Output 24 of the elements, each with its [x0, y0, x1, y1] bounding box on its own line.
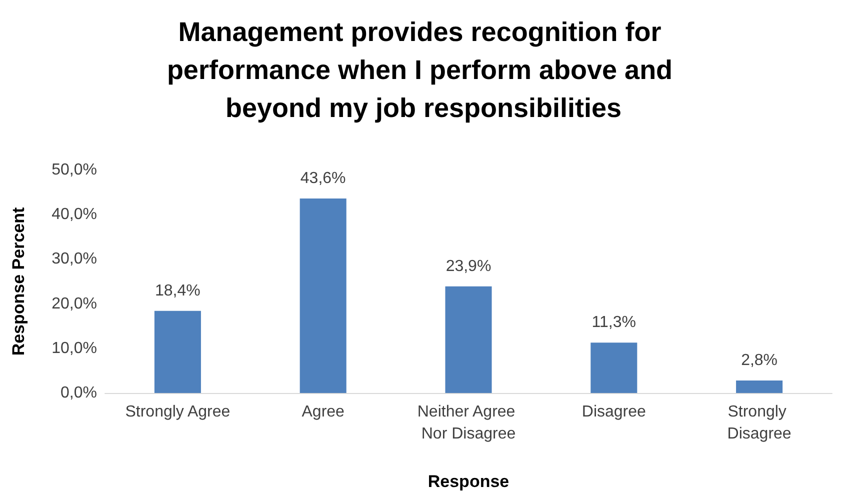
y-tick-label: 0,0% — [60, 384, 97, 402]
y-tick-label: 50,0% — [52, 162, 97, 178]
bar — [736, 380, 783, 393]
y-axis-title: Response Percent — [9, 207, 28, 356]
y-tick-label: 10,0% — [52, 340, 97, 357]
data-label: 2,8% — [741, 352, 778, 370]
data-label: 11,3% — [592, 314, 636, 332]
x-tick-label: Strongly Agree — [125, 404, 230, 420]
x-tick-label: Strongly Disagree — [727, 404, 792, 442]
data-label: 43,6% — [300, 170, 346, 188]
x-axis-title: Response — [428, 472, 510, 491]
bar — [445, 286, 492, 393]
bar — [590, 342, 638, 393]
chart-title: Management provides recognition for performance when I perform above and beyond my job responsibilities — [166, 17, 680, 123]
bar — [154, 310, 201, 393]
x-tick-label: Agree — [302, 404, 345, 420]
x-tick-label: Neither Agree Nor Disagree — [417, 404, 520, 442]
y-tick-label: 40,0% — [52, 206, 97, 224]
bar — [300, 198, 346, 393]
y-tick-label: 30,0% — [52, 250, 97, 268]
data-label: 23,9% — [446, 258, 492, 275]
x-tick-label: Disagree — [582, 404, 646, 420]
y-tick-label: 20,0% — [52, 295, 97, 312]
data-label: 18,4% — [155, 282, 200, 300]
